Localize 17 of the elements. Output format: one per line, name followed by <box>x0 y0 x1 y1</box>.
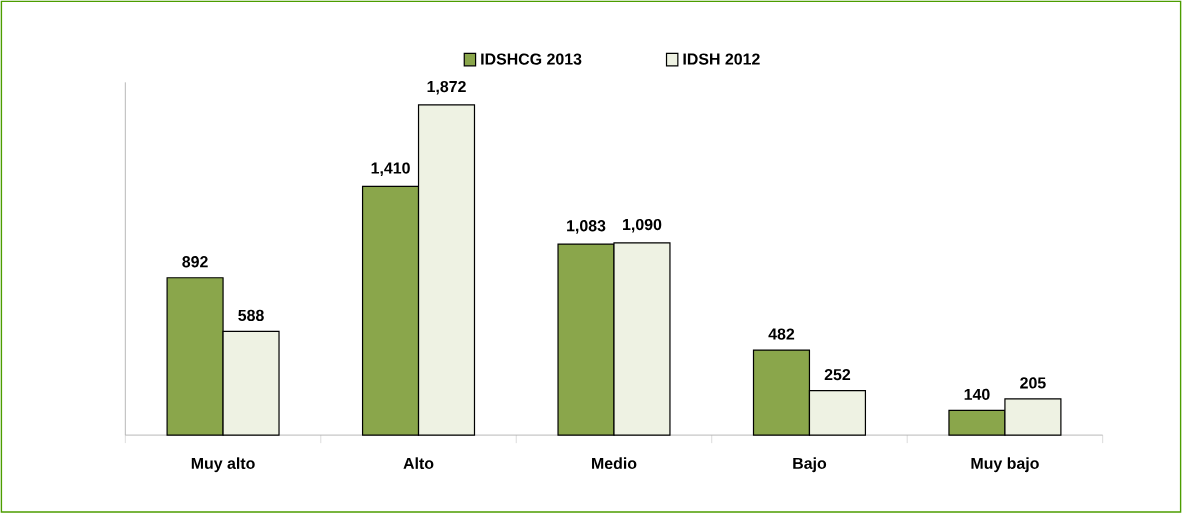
data-label: 588 <box>238 309 264 321</box>
data-label: 1,410 <box>371 162 410 176</box>
data-label: 1,083 <box>567 219 606 234</box>
data-label: 140 <box>964 388 990 400</box>
data-label: 482 <box>768 328 795 340</box>
legend-label: IDSHCG 2013 <box>481 53 582 65</box>
data-label: 205 <box>1020 377 1046 389</box>
x-tick-label: Muy alto <box>191 457 255 472</box>
data-label: 1,872 <box>427 80 466 95</box>
data-label: 892 <box>182 255 208 268</box>
data-label: 252 <box>824 368 851 381</box>
legend-label: IDSH 2012 <box>683 53 760 65</box>
x-tick-label: Medio <box>592 457 637 469</box>
x-tick-label: Bajo <box>793 457 827 472</box>
x-tick-label: Alto <box>403 457 434 469</box>
x-tick-label: Muy bajo <box>971 457 1039 472</box>
data-label: 1,090 <box>623 218 662 233</box>
